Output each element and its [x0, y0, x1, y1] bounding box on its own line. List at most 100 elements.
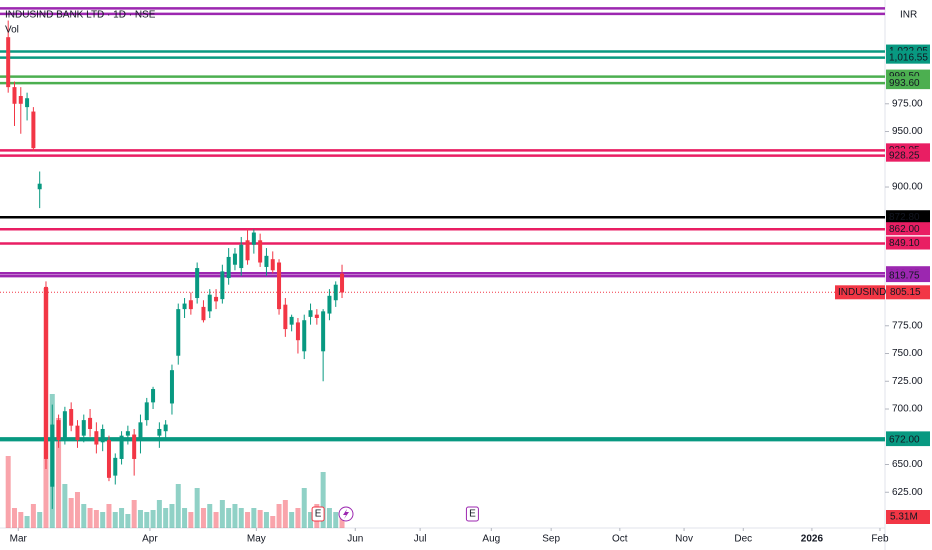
candle-body — [214, 296, 219, 302]
candle-body — [12, 87, 17, 104]
candle-body — [157, 428, 162, 436]
y-tick-label: 725.00 — [892, 376, 923, 387]
currency: INR — [900, 10, 917, 21]
level-label: 872.80 — [889, 212, 920, 223]
event-badge — [311, 506, 325, 522]
level-label-box — [886, 222, 930, 236]
volume-bar — [238, 508, 244, 528]
x-tick-label: Feb — [871, 534, 889, 545]
level-label: 819.75 — [889, 271, 920, 282]
candle-body — [302, 320, 307, 352]
volume-bar — [213, 512, 219, 528]
volume-bar — [333, 512, 339, 528]
candle-body — [62, 411, 67, 438]
candle-body — [56, 420, 61, 441]
candle-body — [188, 300, 193, 310]
volume-bar — [289, 512, 295, 528]
candle-body — [314, 314, 319, 318]
candle-body — [113, 457, 118, 476]
candle-body — [258, 240, 263, 263]
volume-bar — [326, 508, 332, 528]
volume-bar — [257, 510, 263, 528]
candle-body — [138, 422, 143, 441]
candle-body — [88, 417, 93, 429]
y-tick-label: 750.00 — [892, 348, 923, 359]
x-tick-label: Nov — [675, 534, 693, 545]
candle-body — [226, 256, 231, 279]
x-tick-label: Mar — [10, 534, 28, 545]
volume-bar — [11, 508, 17, 528]
volume-bar — [131, 500, 137, 528]
volume-title: Vol — [5, 25, 19, 36]
candle-body — [94, 431, 99, 445]
volume-bar — [106, 504, 112, 528]
volume-bar — [62, 484, 68, 528]
volume-bar — [295, 508, 301, 528]
volume-bar — [301, 488, 307, 528]
volume-bar — [100, 512, 106, 528]
x-tick-label: May — [247, 534, 266, 545]
x-tick-label: Sep — [542, 534, 560, 545]
last-price-name: INDUSINDBK — [838, 287, 900, 298]
volume-bar — [87, 508, 93, 528]
volume-bar — [163, 508, 169, 528]
candle-body — [232, 253, 237, 265]
volume-bar — [182, 508, 188, 528]
candle-body — [37, 183, 42, 190]
volume-bar — [245, 512, 251, 528]
x-tick-label: Apr — [142, 534, 158, 545]
volume-bar — [270, 516, 276, 528]
volume-label-box — [886, 510, 930, 524]
volume-bar — [137, 510, 143, 528]
candle-body — [169, 370, 174, 404]
volume-bar — [276, 504, 282, 528]
last-price-label: 805.15 — [890, 287, 921, 298]
x-tick-label: Oct — [612, 534, 628, 545]
y-tick-label: 900.00 — [892, 182, 923, 193]
y-tick-label: 775.00 — [892, 320, 923, 331]
volume-bar — [93, 510, 99, 528]
level-label-box — [886, 269, 930, 283]
event-label: E — [469, 509, 476, 520]
candle-body — [207, 294, 212, 312]
volume-bar — [207, 504, 213, 528]
volume-label: 5.31M — [890, 512, 918, 523]
candle-body — [18, 96, 23, 104]
volume-bar — [144, 512, 150, 528]
candle-body — [251, 232, 256, 245]
candle-body — [100, 428, 105, 443]
level-label: 672.00 — [889, 435, 920, 446]
volume-bar — [68, 498, 74, 528]
volume-bar — [194, 488, 200, 528]
x-tick-label: Jun — [347, 534, 363, 545]
volume-bar — [200, 508, 206, 528]
candle-body — [333, 284, 338, 301]
y-tick-label: 650.00 — [892, 459, 923, 470]
level-label-box — [886, 433, 930, 447]
volume-bar — [308, 512, 314, 528]
candle-body — [106, 440, 111, 478]
level-label: 1,016.55 — [889, 52, 928, 63]
candle-body — [25, 98, 30, 108]
candle-body — [69, 409, 74, 426]
candle-body — [125, 431, 130, 436]
level-label: 993.60 — [889, 78, 920, 89]
chart-title: INDUSIND BANK LTD · 1D · NSE — [5, 10, 156, 21]
x-tick-label: 2026 — [801, 534, 824, 545]
candle-body — [245, 240, 250, 261]
candle-body — [295, 322, 300, 341]
level-label-box — [886, 148, 930, 162]
candle-body — [31, 111, 36, 149]
candle-body — [220, 271, 225, 300]
candle-body — [340, 273, 345, 293]
volume-bar — [156, 500, 162, 528]
candle-body — [321, 311, 326, 352]
event-label: E — [315, 509, 322, 520]
level-label-box — [886, 236, 930, 250]
last-price-box — [886, 285, 930, 300]
level-label: 849.10 — [889, 238, 920, 249]
candle-body — [176, 309, 181, 356]
y-tick-label: 975.00 — [892, 98, 923, 109]
volume-bar — [5, 456, 11, 528]
